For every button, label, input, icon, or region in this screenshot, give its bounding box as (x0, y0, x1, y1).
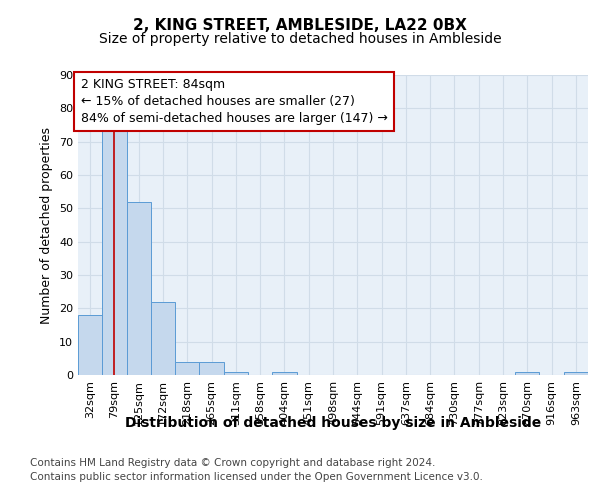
Bar (78, 315, 102, 375)
Text: 2 KING STREET: 84sqm
← 15% of detached houses are smaller (27)
84% of semi-detac: 2 KING STREET: 84sqm ← 15% of detached h… (80, 78, 388, 125)
Text: Size of property relative to detached houses in Ambleside: Size of property relative to detached ho… (98, 32, 502, 46)
Text: Contains HM Land Registry data © Crown copyright and database right 2024.: Contains HM Land Registry data © Crown c… (30, 458, 436, 468)
Y-axis label: Number of detached properties: Number of detached properties (40, 126, 53, 324)
Bar (224, 372, 248, 375)
Text: Distribution of detached houses by size in Ambleside: Distribution of detached houses by size … (125, 416, 541, 430)
Bar (199, 362, 224, 375)
Bar (127, 202, 151, 375)
Bar (151, 302, 175, 375)
Bar (564, 372, 588, 375)
Bar (102, 125, 127, 375)
Bar (175, 362, 199, 375)
Text: Contains public sector information licensed under the Open Government Licence v3: Contains public sector information licen… (30, 472, 483, 482)
Text: 2, KING STREET, AMBLESIDE, LA22 0BX: 2, KING STREET, AMBLESIDE, LA22 0BX (133, 18, 467, 32)
Bar (272, 372, 296, 375)
Bar (515, 372, 539, 375)
